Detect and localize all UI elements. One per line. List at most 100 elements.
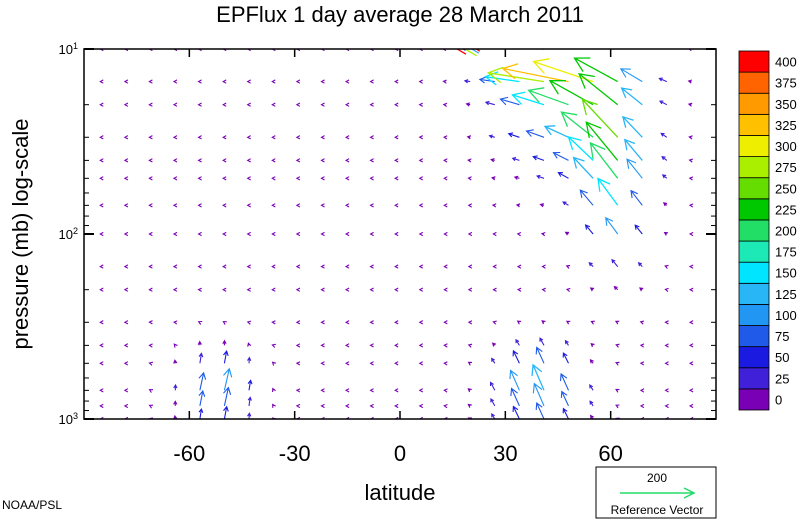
- flux-vector: [320, 102, 325, 107]
- flux-vector: [369, 79, 374, 84]
- flux-vector: [443, 176, 448, 181]
- flux-vector: [623, 138, 643, 161]
- flux-vector: [638, 287, 644, 292]
- flux-vector: [172, 158, 178, 163]
- flux-vector: [197, 79, 202, 84]
- flux-vector: [369, 416, 374, 419]
- flux-vector: [418, 231, 424, 237]
- flux-vector: [639, 388, 645, 393]
- flux-vector: [418, 343, 424, 348]
- flux-vector: [615, 343, 620, 348]
- flux-vector: [639, 361, 645, 366]
- flux-vector: [344, 231, 350, 237]
- flux-vector: [369, 158, 374, 163]
- flux-vector: [271, 343, 276, 348]
- flux-vector: [589, 287, 595, 292]
- flux-vector: [271, 79, 276, 84]
- flux-vector: [246, 102, 251, 107]
- flux-vector: [222, 287, 227, 292]
- flux-vector: [99, 388, 104, 393]
- flux-vector: [148, 49, 153, 52]
- flux-vector: [344, 79, 350, 84]
- flux-vector: [589, 358, 594, 364]
- flux-vector: [148, 389, 153, 393]
- flux-vector: [461, 49, 471, 51]
- flux-vector: [455, 49, 544, 55]
- flux-vector: [394, 264, 399, 269]
- flux-vector: [510, 387, 520, 407]
- flux-vector: [172, 102, 178, 107]
- colorbar-label: 200: [775, 224, 797, 239]
- flux-vector: [418, 264, 424, 269]
- colorbar-swatch: [738, 177, 770, 200]
- flux-vector: [172, 264, 178, 269]
- flux-vector: [418, 203, 424, 208]
- flux-vector: [664, 264, 669, 269]
- flux-vector: [320, 176, 325, 181]
- flux-vector: [492, 264, 497, 269]
- flux-vector: [369, 264, 374, 269]
- colorbar-label: 25: [775, 371, 789, 386]
- flux-vector: [223, 367, 233, 391]
- flux-vector: [515, 338, 520, 346]
- flux-vector: [630, 189, 643, 206]
- flux-vector: [541, 264, 546, 269]
- flux-vector: [172, 231, 178, 237]
- flux-vector: [246, 203, 251, 208]
- x-tick-label: -60: [173, 441, 205, 466]
- flux-vector: [222, 339, 227, 346]
- flux-vector: [658, 100, 668, 106]
- flux-vector: [222, 231, 227, 237]
- flux-vector: [148, 102, 153, 107]
- flux-vector: [344, 388, 350, 393]
- colorbar-swatch: [738, 219, 770, 242]
- flux-vector: [573, 57, 619, 83]
- flux-vector: [99, 135, 104, 140]
- flux-vector: [688, 158, 694, 163]
- flux-vector: [222, 135, 227, 140]
- flux-vector: [443, 361, 448, 366]
- flux-vector: [198, 407, 204, 419]
- colorbar-swatch: [738, 113, 770, 136]
- flux-vector: [222, 79, 227, 84]
- flux-vector: [443, 287, 448, 292]
- flux-vector: [246, 231, 251, 237]
- flux-vector: [467, 158, 472, 163]
- flux-vector: [320, 388, 325, 393]
- colorbar-label: 275: [775, 160, 797, 175]
- flux-vector: [516, 264, 522, 269]
- flux-vector: [532, 382, 545, 407]
- reference-vector-magnitude: 200: [647, 471, 667, 485]
- flux-vector: [222, 102, 227, 107]
- flux-vector: [320, 320, 325, 325]
- flux-vector: [246, 79, 251, 84]
- flux-vector: [442, 102, 448, 107]
- flux-vector: [418, 388, 424, 393]
- flux-vector: [320, 231, 325, 237]
- flux-vector: [148, 361, 154, 366]
- flux-vector: [295, 203, 301, 208]
- flux-vector: [222, 203, 227, 208]
- flux-vector: [369, 388, 374, 393]
- flux-vector: [223, 405, 229, 419]
- flux-vector: [661, 156, 668, 161]
- flux-vector: [664, 403, 669, 409]
- colorbar-label: 150: [775, 266, 797, 281]
- flux-vector: [172, 176, 178, 181]
- flux-vector: [123, 361, 129, 366]
- colorbar-label: 250: [775, 181, 797, 196]
- flux-vector: [581, 98, 619, 138]
- flux-vector: [295, 403, 301, 409]
- flux-vector: [688, 135, 693, 140]
- flux-vector: [123, 343, 129, 348]
- colorbar-label: 225: [775, 202, 797, 217]
- reference-vector-arrow: [620, 487, 696, 499]
- flux-vector: [688, 388, 694, 393]
- flux-vector: [369, 176, 374, 181]
- colorbar-swatch: [738, 346, 770, 369]
- flux-vector: [197, 102, 202, 107]
- flux-vector: [590, 320, 595, 325]
- flux-vector: [418, 403, 424, 409]
- reference-vector-label: Reference Vector: [611, 503, 704, 517]
